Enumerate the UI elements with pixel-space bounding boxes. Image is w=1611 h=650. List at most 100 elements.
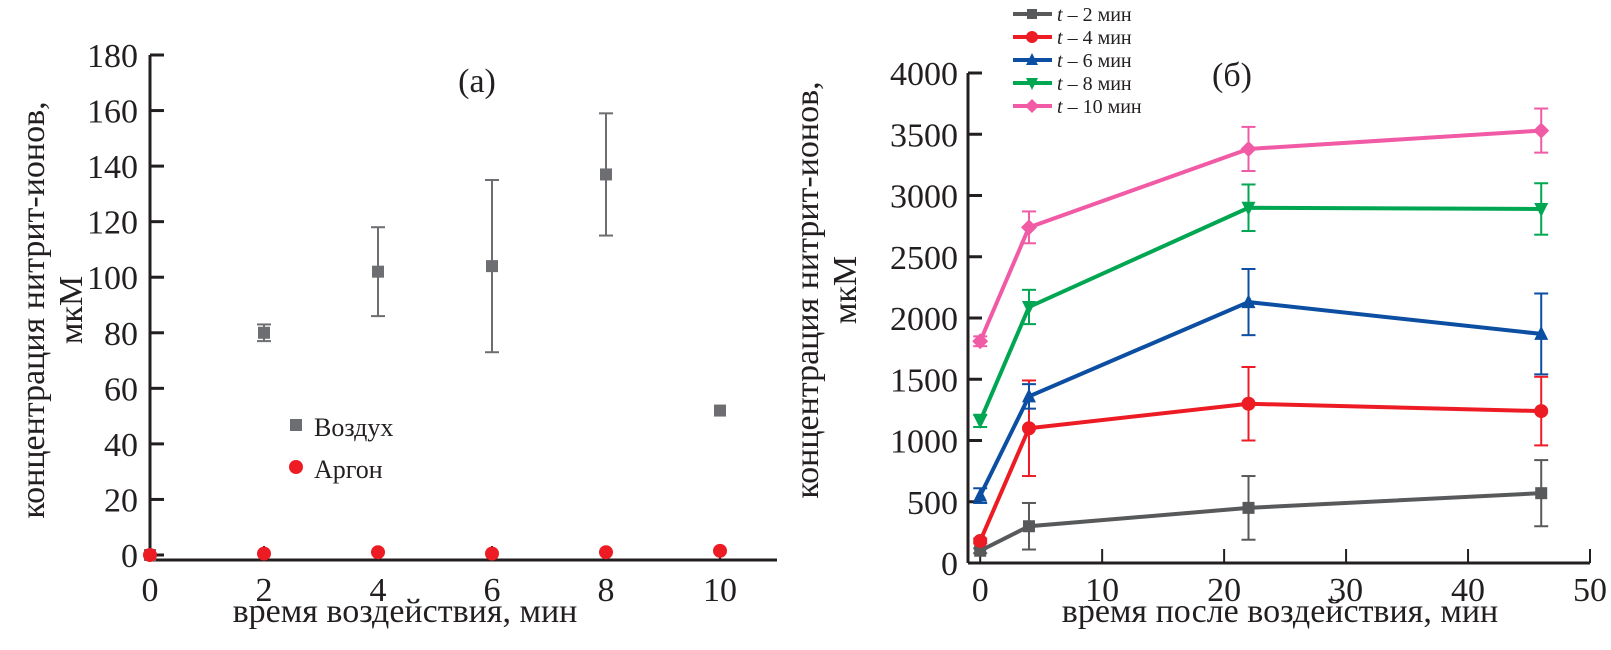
- data-point: [1534, 404, 1549, 419]
- data-point-vozdukh: [486, 260, 498, 273]
- data-point-vozdukh: [258, 326, 270, 339]
- panel-label-b: (б): [1212, 57, 1252, 94]
- legend-label-b: t – 6 мин: [1057, 50, 1132, 72]
- series-b-4: [972, 107, 1550, 350]
- marks-b: [972, 107, 1550, 557]
- data-point: [973, 533, 988, 548]
- legend-a: Воздух Аргон: [289, 413, 393, 484]
- data-point: [1021, 421, 1036, 436]
- data-point-argon: [143, 548, 157, 562]
- x-tick-label-a: 8: [598, 572, 615, 609]
- x-tick-label-b: 20: [1207, 572, 1241, 609]
- y-tick-label-b: 2500: [890, 240, 958, 277]
- series-b-0: [973, 459, 1549, 557]
- y-tick-label-b: 1500: [890, 362, 958, 399]
- x-tick-label-b: 40: [1451, 572, 1485, 609]
- y-tick-label-b: 4000: [890, 56, 958, 93]
- y-tick-label-a: 60: [104, 371, 138, 408]
- x-tick-label-a: 2: [256, 572, 273, 609]
- axes-a: [148, 55, 777, 562]
- legend-label-b: t – 4 мин: [1057, 27, 1132, 49]
- data-point: [1533, 122, 1550, 139]
- data-point: [1020, 219, 1037, 236]
- y-axis-title-a-line2: мкМ: [53, 276, 90, 344]
- y-axis-title-b-line2: мкМ: [827, 256, 864, 324]
- series-line: [978, 205, 1542, 422]
- data-point: [1241, 294, 1256, 309]
- data-point-vozdukh: [372, 265, 384, 278]
- x-tick-label-b: 30: [1329, 572, 1363, 609]
- y-tick-label-b: 500: [907, 485, 958, 522]
- x-tick-label-a: 4: [370, 572, 387, 609]
- data-point: [1535, 487, 1548, 500]
- y-tick-label-b: 3000: [890, 179, 958, 216]
- legend-marker-b: [1026, 78, 1038, 90]
- data-point-argon: [599, 545, 613, 560]
- data-point-argon: [485, 546, 499, 561]
- data-point-argon: [371, 545, 385, 560]
- y-tick-label-a: 100: [87, 260, 138, 297]
- legend-label-b: t – 10 мин: [1057, 96, 1142, 118]
- y-tick-label-a: 20: [104, 482, 138, 519]
- y-tick-label-a: 0: [121, 538, 138, 575]
- legend-label-b: t – 8 мин: [1057, 73, 1132, 95]
- data-point: [973, 414, 988, 429]
- ticks-a: 0 20 40 60 80 100 120 140 160 180 0 2 4 6 8 10: [87, 38, 737, 609]
- series-b-3: [973, 182, 1549, 429]
- legend-marker-b: [1027, 9, 1037, 19]
- data-point: [1021, 300, 1036, 315]
- data-point: [1534, 325, 1549, 340]
- y-axis-title-b-line1: концентрация нитрит-ионов,: [789, 81, 826, 498]
- series-line: [978, 300, 1542, 497]
- x-tick-label-a: 0: [142, 572, 159, 609]
- legend-label-b: t – 2 мин: [1057, 4, 1132, 26]
- legend-marker-a: [289, 460, 303, 474]
- series-line: [979, 491, 1542, 553]
- y-tick-label-a: 180: [87, 38, 138, 75]
- panel-label-a: (a): [458, 63, 496, 100]
- legend-label-a: Воздух: [314, 413, 393, 442]
- data-point: [974, 544, 987, 557]
- data-point-vozdukh: [714, 404, 726, 417]
- y-tick-label-a: 160: [87, 94, 138, 131]
- legend-marker-b: [1026, 53, 1038, 65]
- x-tick-label-a: 10: [703, 572, 737, 609]
- y-tick-label-b: 2000: [890, 301, 958, 338]
- y-tick-label-a: 80: [104, 316, 138, 353]
- data-point: [973, 487, 988, 502]
- legend-marker-b: [1025, 99, 1039, 113]
- x-axis-title-a: время воздействия, мин: [233, 593, 578, 630]
- y-tick-label-b: 3500: [890, 117, 958, 154]
- data-point: [1241, 201, 1256, 216]
- legend-label-a: Аргон: [314, 455, 383, 484]
- series-b-1: [973, 366, 1549, 548]
- data-point-argon: [713, 543, 727, 558]
- data-point-vozdukh: [600, 168, 612, 181]
- data-point: [1022, 520, 1035, 533]
- data-point: [1534, 202, 1549, 217]
- ticks-b: 0 500 1000 1500 2000 2500 3000 3500 4000 0 10 20 30 4…: [890, 56, 1607, 609]
- legend-marker-a: [290, 419, 302, 431]
- x-tick-label-b: 0: [972, 572, 989, 609]
- y-tick-label-b: 1000: [890, 424, 958, 461]
- data-point-argon: [257, 546, 271, 561]
- legend-marker-b: [1026, 31, 1038, 43]
- series-b-2: [973, 268, 1549, 504]
- chart-panel-b: 0 500 1000 1500 2000 2500 3000 3500 4000 0 10 20 30 4…: [789, 4, 1607, 630]
- x-tick-label-a: 6: [484, 572, 501, 609]
- x-axis-title-b: время после воздействия, мин: [1062, 593, 1498, 630]
- data-point: [1241, 396, 1256, 411]
- data-point: [1240, 140, 1257, 157]
- x-tick-label-b: 10: [1085, 572, 1119, 609]
- data-point: [972, 333, 989, 350]
- chart-panel-a: 0 20 40 60 80 100 120 140 160 180 0 2 4 6 8 10 Воздух Ар…: [15, 38, 777, 630]
- data-point: [1021, 388, 1036, 403]
- series-line: [978, 401, 1542, 542]
- series-line: [978, 128, 1542, 343]
- x-tick-label-b: 50: [1573, 572, 1607, 609]
- marks-a: [143, 112, 727, 562]
- y-tick-label-a: 40: [104, 427, 138, 464]
- y-tick-label-b: 0: [941, 546, 958, 583]
